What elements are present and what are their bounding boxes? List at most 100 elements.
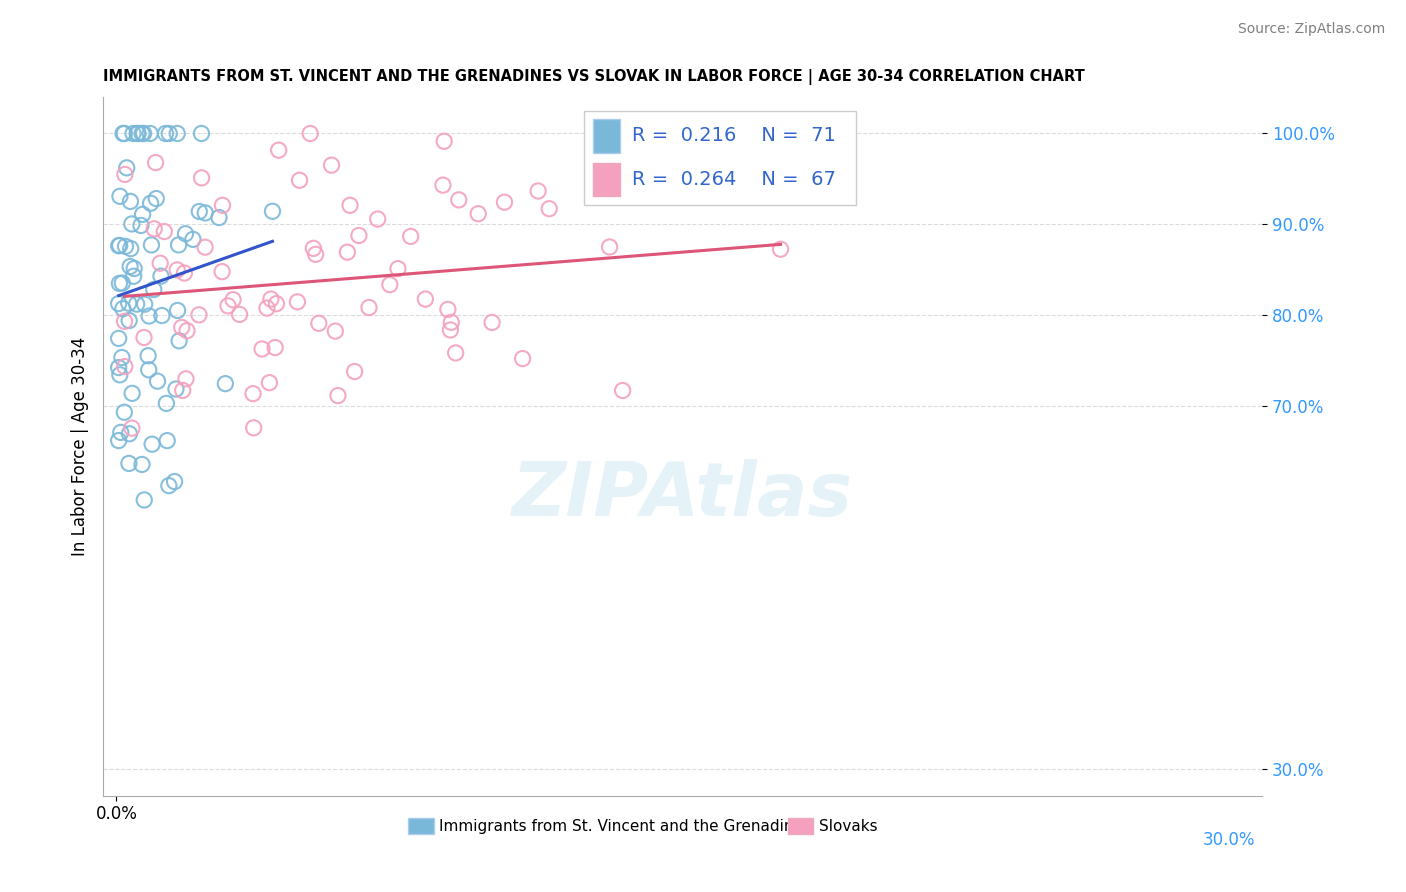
Point <box>134 492 156 507</box>
Point <box>214 376 236 391</box>
Point <box>440 315 463 329</box>
Point <box>174 372 197 386</box>
Point <box>131 458 153 472</box>
FancyBboxPatch shape <box>593 120 620 153</box>
Point <box>138 309 160 323</box>
Point <box>173 266 195 280</box>
Point <box>114 168 136 182</box>
Point <box>299 127 322 141</box>
Point <box>242 421 264 435</box>
Text: IMMIGRANTS FROM ST. VINCENT AND THE GRENADINES VS SLOVAK IN LABOR FORCE | AGE 30: IMMIGRANTS FROM ST. VINCENT AND THE GREN… <box>103 69 1085 85</box>
Point <box>242 386 264 401</box>
Point <box>108 368 131 382</box>
Point <box>211 265 233 279</box>
Point <box>107 331 129 345</box>
Point <box>512 351 534 366</box>
Point <box>141 437 163 451</box>
Point <box>107 238 129 252</box>
Point <box>304 247 326 261</box>
Point <box>339 198 361 212</box>
Point <box>217 299 239 313</box>
Point <box>122 261 145 276</box>
Point <box>132 330 155 344</box>
Point <box>343 364 366 378</box>
Point <box>181 232 204 246</box>
Point <box>146 374 169 388</box>
Point <box>336 245 359 260</box>
Point <box>157 127 180 141</box>
Point <box>167 334 190 348</box>
Y-axis label: In Labor Force | Age 30-34: In Labor Force | Age 30-34 <box>72 337 89 556</box>
Point <box>141 238 163 252</box>
Point <box>415 292 437 306</box>
Point <box>108 277 131 291</box>
Point <box>122 269 145 284</box>
Point <box>538 202 561 216</box>
FancyBboxPatch shape <box>583 112 856 205</box>
Point <box>494 195 516 210</box>
Point <box>111 301 134 316</box>
Point <box>110 425 132 440</box>
Point <box>208 211 231 225</box>
Text: Source: ZipAtlas.com: Source: ZipAtlas.com <box>1237 22 1385 37</box>
Point <box>167 238 190 252</box>
Point <box>259 376 281 390</box>
Text: ZIPAtlas: ZIPAtlas <box>512 458 853 532</box>
Point <box>143 221 166 235</box>
Point <box>121 217 143 231</box>
Point <box>127 127 149 141</box>
Point <box>166 263 188 277</box>
Point <box>118 313 141 327</box>
Point <box>222 293 245 307</box>
Point <box>288 173 311 187</box>
Point <box>308 316 330 330</box>
Text: Slovaks: Slovaks <box>818 819 877 834</box>
Point <box>114 314 136 328</box>
Point <box>112 127 135 141</box>
Point <box>321 158 343 172</box>
Point <box>367 212 389 227</box>
Point <box>153 225 176 239</box>
Point <box>163 475 186 489</box>
Point <box>267 143 290 157</box>
Point <box>194 240 217 254</box>
Point <box>111 351 134 365</box>
Point <box>166 127 188 141</box>
Point <box>118 296 141 310</box>
Point <box>172 384 194 398</box>
Point <box>302 241 325 255</box>
Point <box>120 242 142 256</box>
Point <box>250 342 273 356</box>
Point <box>599 240 621 254</box>
Text: Immigrants from St. Vincent and the Grenadines: Immigrants from St. Vincent and the Gren… <box>439 819 811 834</box>
Point <box>188 308 211 322</box>
Point <box>378 277 401 292</box>
Point <box>287 294 309 309</box>
Text: 30.0%: 30.0% <box>1202 831 1256 849</box>
Point <box>120 260 142 274</box>
Text: R =  0.216    N =  71: R = 0.216 N = 71 <box>631 127 835 145</box>
Point <box>347 228 370 243</box>
Point <box>138 363 160 377</box>
Point <box>387 261 409 276</box>
Point <box>120 194 142 209</box>
Point <box>190 127 212 141</box>
Point <box>150 309 173 323</box>
Point <box>447 193 470 207</box>
Point <box>142 283 165 297</box>
Point <box>266 296 288 310</box>
Point <box>115 161 138 175</box>
Point <box>131 207 153 221</box>
Point <box>439 323 461 337</box>
Point <box>129 219 152 233</box>
Point <box>131 127 153 141</box>
Point <box>432 178 454 193</box>
Point <box>107 434 129 448</box>
Point <box>149 256 172 270</box>
Point <box>139 196 162 211</box>
Point <box>156 434 179 448</box>
Point <box>323 324 346 338</box>
Point <box>145 192 167 206</box>
Point <box>166 303 188 318</box>
Point <box>127 127 149 141</box>
